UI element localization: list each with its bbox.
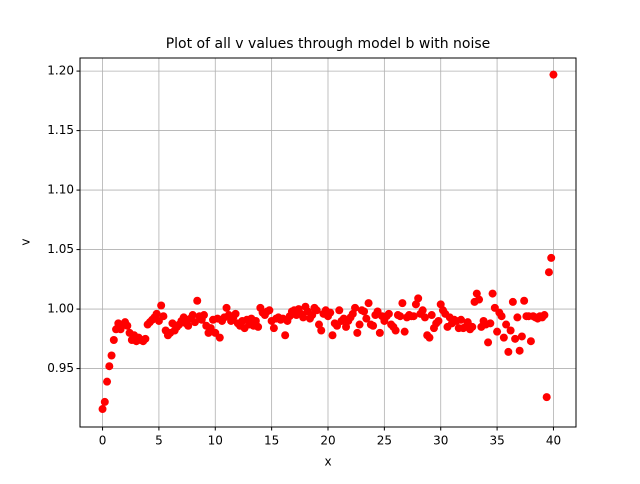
point bbox=[152, 309, 161, 318]
point bbox=[109, 336, 118, 345]
point bbox=[254, 322, 263, 331]
point bbox=[328, 331, 337, 340]
y-tick-label: 1.00 bbox=[47, 302, 74, 316]
point bbox=[157, 301, 166, 310]
x-tick-label: 20 bbox=[320, 434, 335, 448]
point bbox=[200, 311, 208, 320]
point bbox=[231, 309, 240, 318]
point bbox=[103, 377, 112, 386]
point bbox=[434, 316, 443, 325]
point bbox=[299, 313, 308, 322]
point bbox=[504, 347, 513, 356]
point bbox=[375, 328, 384, 337]
point bbox=[398, 299, 407, 308]
x-tick-label: 15 bbox=[264, 434, 279, 448]
point bbox=[400, 327, 409, 336]
point bbox=[414, 294, 423, 303]
point bbox=[542, 393, 551, 402]
point bbox=[281, 331, 290, 340]
x-tick-label: 35 bbox=[489, 434, 504, 448]
point bbox=[499, 333, 508, 342]
chart-title: Plot of all v values through model b wit… bbox=[166, 36, 491, 52]
point bbox=[511, 334, 520, 343]
y-tick-label: 1.05 bbox=[47, 242, 74, 256]
point bbox=[222, 303, 231, 312]
point bbox=[396, 312, 405, 321]
x-tick-label: 30 bbox=[433, 434, 448, 448]
point bbox=[123, 321, 132, 330]
point bbox=[391, 326, 400, 335]
point bbox=[457, 315, 466, 324]
point bbox=[427, 311, 436, 320]
point bbox=[520, 296, 529, 305]
point bbox=[425, 333, 434, 342]
point bbox=[369, 321, 378, 330]
point bbox=[193, 296, 202, 305]
points bbox=[98, 70, 558, 414]
y-tick-label: 1.20 bbox=[47, 64, 74, 78]
point bbox=[418, 306, 427, 315]
point bbox=[549, 70, 558, 79]
point bbox=[364, 299, 373, 308]
x-tick-label: 40 bbox=[546, 434, 561, 448]
point bbox=[351, 303, 360, 312]
point bbox=[335, 306, 344, 315]
x-tick-label: 10 bbox=[208, 434, 223, 448]
y-axis-label: v bbox=[19, 238, 33, 245]
point bbox=[486, 319, 495, 328]
point bbox=[265, 306, 274, 315]
point bbox=[362, 314, 371, 323]
point bbox=[188, 311, 197, 320]
point bbox=[420, 313, 429, 322]
point bbox=[326, 308, 335, 317]
point bbox=[488, 289, 497, 298]
point bbox=[159, 312, 168, 321]
point bbox=[360, 307, 369, 316]
point bbox=[502, 320, 511, 329]
point bbox=[508, 297, 517, 306]
point bbox=[215, 333, 224, 342]
y-tick-label: 0.95 bbox=[47, 361, 74, 375]
point bbox=[475, 295, 484, 304]
x-tick-label: 0 bbox=[99, 434, 107, 448]
point bbox=[506, 326, 515, 335]
x-tick-label: 5 bbox=[155, 434, 163, 448]
point bbox=[526, 337, 535, 346]
y-tick-label: 1.15 bbox=[47, 123, 74, 137]
point bbox=[312, 306, 321, 315]
point bbox=[544, 268, 553, 277]
point bbox=[409, 312, 418, 321]
point bbox=[98, 405, 107, 414]
point bbox=[540, 311, 549, 320]
point bbox=[190, 318, 199, 327]
point bbox=[353, 328, 362, 337]
x-tick-label: 25 bbox=[377, 434, 392, 448]
point bbox=[468, 322, 477, 331]
point bbox=[107, 351, 116, 360]
point bbox=[105, 362, 114, 371]
y-tick-label: 1.10 bbox=[47, 183, 74, 197]
point bbox=[513, 313, 522, 322]
point bbox=[317, 326, 326, 335]
x-axis-label: x bbox=[324, 455, 331, 469]
point bbox=[355, 320, 364, 329]
point bbox=[100, 397, 109, 406]
point bbox=[384, 309, 393, 318]
point bbox=[269, 324, 278, 333]
point bbox=[497, 312, 506, 321]
point bbox=[484, 338, 493, 347]
point bbox=[141, 334, 150, 343]
point bbox=[517, 332, 526, 341]
point bbox=[515, 346, 524, 355]
point bbox=[184, 321, 193, 330]
point bbox=[493, 327, 502, 336]
point bbox=[547, 253, 556, 262]
